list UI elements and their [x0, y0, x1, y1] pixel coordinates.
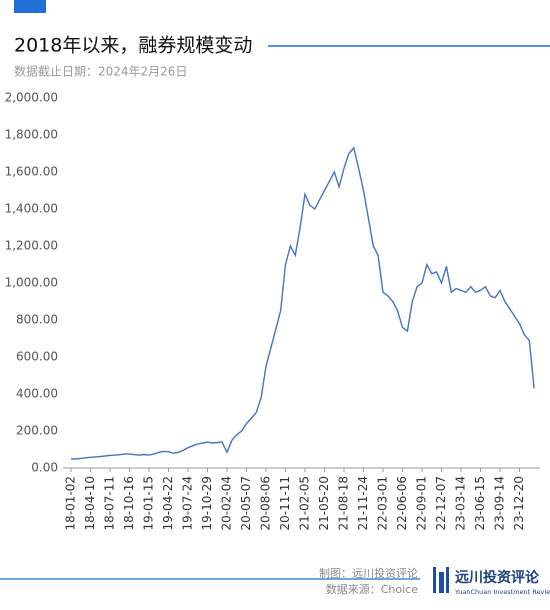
y-tick-label: 1,200.00: [5, 239, 58, 253]
x-tick-label: 21-05-20: [317, 476, 331, 530]
y-tick-label: 1,600.00: [5, 165, 58, 179]
y-tick-label: 1,400.00: [5, 202, 58, 216]
x-tick-label: 19-04-22: [161, 476, 175, 530]
x-tick-label: 18-04-10: [83, 476, 97, 530]
y-tick-label: 600.00: [16, 350, 58, 364]
y-tick-label: 0.00: [31, 461, 58, 475]
y-tick-label: 200.00: [16, 424, 58, 438]
x-tick-label: 20-02-04: [220, 476, 234, 530]
logo-icon: [433, 567, 449, 593]
x-tick-label: 21-02-05: [298, 476, 312, 530]
source: 数据来源：Choice: [326, 582, 418, 596]
x-tick-label: 20-05-07: [239, 476, 253, 530]
x-tick-label: 18-01-02: [64, 476, 78, 530]
credit: 制图：远川投资评论: [319, 566, 418, 580]
x-tick-label: 22-03-01: [376, 476, 390, 530]
x-tick-label: 22-06-06: [395, 476, 409, 530]
x-tick-label: 19-10-29: [200, 476, 214, 530]
x-tick-label: 22-09-01: [415, 476, 429, 530]
y-tick-label: 1,800.00: [5, 128, 58, 142]
chart-title: 2018年以来，融券规模变动: [14, 35, 252, 57]
y-tick-label: 2,000.00: [5, 91, 58, 105]
x-tick-label: 22-12-07: [434, 476, 448, 530]
x-tick-label: 23-12-20: [512, 476, 526, 530]
y-tick-label: 800.00: [16, 313, 58, 327]
x-tick-label: 19-01-15: [142, 476, 156, 530]
x-tick-label: 19-07-24: [181, 476, 195, 530]
header-accent: [14, 0, 46, 13]
x-tick-label: 20-08-06: [259, 476, 273, 530]
y-tick-label: 400.00: [16, 387, 58, 401]
x-tick-label: 23-06-15: [473, 476, 487, 530]
x-tick-label: 21-11-24: [356, 476, 370, 530]
x-tick-label: 21-08-18: [337, 476, 351, 530]
x-tick-label: 18-07-11: [103, 476, 117, 530]
chart-subtitle: 数据截止日期：2024年2月26日: [14, 64, 187, 79]
logo-english: YuanChuan Investment Review: [454, 588, 550, 596]
x-tick-label: 23-03-14: [454, 476, 468, 530]
data-line: [70, 146, 535, 460]
x-tick-label: 18-10-16: [122, 476, 136, 530]
y-tick-label: 1,000.00: [5, 276, 58, 290]
x-tick-label: 20-11-11: [278, 476, 292, 530]
logo-name: 远川投资评论: [455, 569, 540, 586]
x-tick-label: 23-09-14: [493, 476, 507, 530]
